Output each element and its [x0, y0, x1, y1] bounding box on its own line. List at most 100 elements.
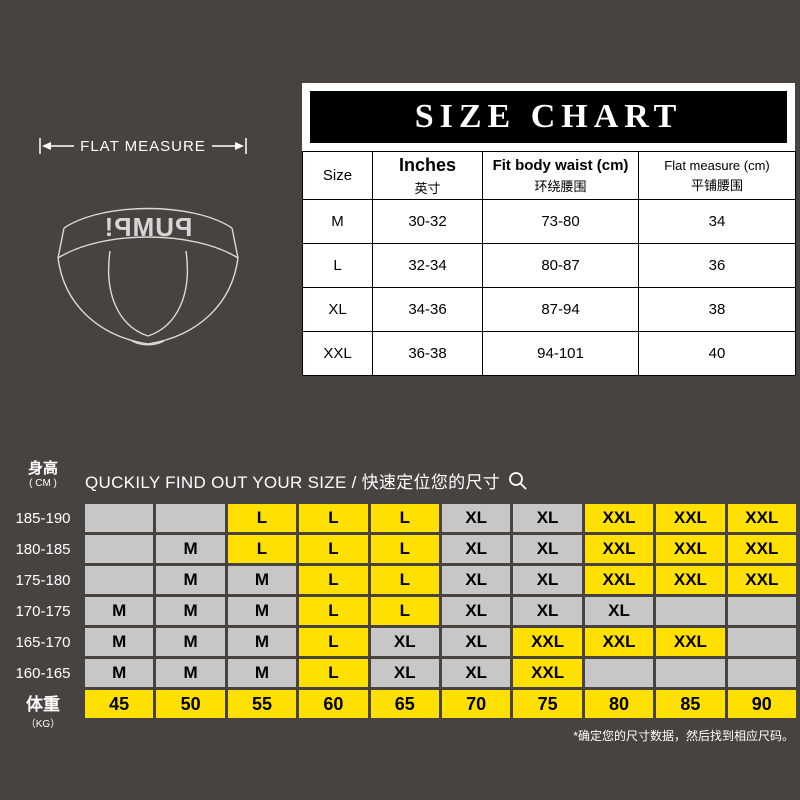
- size-cell: XXL: [584, 628, 654, 656]
- col-header-en: Inches: [398, 154, 457, 175]
- weight-axis-text: 体重: [26, 695, 60, 714]
- size-table-cell: 30-32: [372, 199, 483, 244]
- size-cell: XXL: [727, 566, 796, 594]
- size-cell: L: [299, 659, 368, 687]
- col-header-en: Fit body waist (cm): [492, 156, 629, 174]
- size-cell: XL: [442, 566, 511, 594]
- size-cell: L: [227, 535, 297, 563]
- height-label: 175-180: [15, 571, 71, 589]
- size-cell: M: [227, 566, 297, 594]
- weight-cell: 50: [156, 690, 225, 718]
- weight-cell: 45: [85, 690, 154, 718]
- weight-cell: 60: [299, 690, 368, 718]
- size-cell: L: [299, 535, 368, 563]
- size-cell: L: [299, 628, 368, 656]
- size-cell: XXL: [727, 535, 796, 563]
- size-cell: L: [227, 504, 297, 532]
- size-cell: XXL: [584, 566, 654, 594]
- size-table-col-header: Inches 英寸: [372, 151, 483, 200]
- size-cell: L: [370, 504, 439, 532]
- size-cell: M: [227, 659, 297, 687]
- finder-grid: L L L XL XL XXL XXL XXL M L L L XL XL XXL XXL XXL M M L L XL X…: [85, 504, 796, 718]
- size-cell: XXL: [513, 659, 582, 687]
- size-cell: L: [299, 566, 368, 594]
- size-chart-title: SIZE CHART: [310, 91, 787, 143]
- size-table-row: XXL 36-38 94-101 40: [302, 331, 796, 376]
- size-cell: L: [370, 597, 439, 625]
- search-icon: [509, 471, 527, 490]
- size-table-row: L 32-34 80-87 36: [302, 243, 796, 288]
- col-header-zh: 平铺腰围: [690, 177, 743, 193]
- size-cell: M: [227, 597, 297, 625]
- size-cell: L: [370, 566, 439, 594]
- size-cell: L: [299, 504, 368, 532]
- measure-arrow-icon: FLAT MEASURE: [39, 138, 247, 155]
- size-cell: M: [156, 597, 225, 625]
- size-table-cell: 34-36: [372, 287, 483, 332]
- height-labels: 185-190 180-185 175-180 170-175 165-170 160-1…: [4, 504, 82, 687]
- height-label: 185-190: [15, 509, 71, 527]
- weight-cell: 90: [727, 690, 796, 718]
- size-cell: M: [227, 628, 297, 656]
- height-label: 165-170: [15, 633, 71, 651]
- size-cell: XL: [442, 628, 511, 656]
- size-cell: XL: [513, 504, 582, 532]
- size-table-col-header: Size: [302, 151, 373, 200]
- size-cell: XXL: [513, 628, 582, 656]
- weight-axis-unit: （KG）: [25, 719, 61, 730]
- size-table-cell: 36: [638, 243, 796, 288]
- height-axis-label: 身高 ( CM ): [4, 457, 82, 489]
- size-cell: [85, 504, 154, 532]
- size-table-cell: XXL: [302, 331, 373, 376]
- size-cell: XXL: [656, 504, 725, 532]
- size-table-cell: L: [302, 243, 373, 288]
- size-table-cell: 38: [638, 287, 796, 332]
- size-cell: XXL: [656, 535, 725, 563]
- size-cell: XL: [584, 597, 654, 625]
- weight-cell: 80: [584, 690, 654, 718]
- size-cell: [727, 628, 796, 656]
- flat-measure-label: FLAT MEASURE: [80, 138, 206, 155]
- size-table-body: M 30-32 73-80 34 L 32-34 80-87 36 XL 34-36 87-94 38…: [302, 199, 796, 376]
- size-table-col-header: Flat measure (cm) 平铺腰围: [638, 151, 796, 200]
- size-cell: M: [85, 597, 154, 625]
- size-cell: M: [156, 659, 225, 687]
- height-label: 170-175: [15, 602, 71, 620]
- size-cell: M: [156, 535, 225, 563]
- size-table-cell: 34: [638, 199, 796, 244]
- size-table-cell: 87-94: [482, 287, 639, 332]
- size-cell: XL: [370, 628, 439, 656]
- size-cell: [656, 659, 725, 687]
- size-table-cell: XL: [302, 287, 373, 332]
- col-header-en: Size: [322, 167, 353, 184]
- size-table-col-header: Fit body waist (cm) 环绕腰围: [482, 151, 639, 200]
- size-cell: XL: [513, 566, 582, 594]
- weight-axis-label: 体重 （KG）: [4, 690, 82, 730]
- size-table-cell: M: [302, 199, 373, 244]
- size-table-cell: 40: [638, 331, 796, 376]
- size-table-cell: 94-101: [482, 331, 639, 376]
- size-cell: L: [299, 597, 368, 625]
- size-cell: [584, 659, 654, 687]
- size-cell: XL: [370, 659, 439, 687]
- size-table-cell: 36-38: [372, 331, 483, 376]
- size-cell: [85, 535, 154, 563]
- size-cell: XL: [442, 504, 511, 532]
- size-cell: [656, 597, 725, 625]
- briefs-illustration: PUMP!: [48, 178, 248, 355]
- flat-measure-label-group: FLAT MEASURE: [38, 136, 248, 161]
- brand-text-mirrored: PUMP!: [104, 212, 193, 242]
- size-table-row: M 30-32 73-80 34: [302, 199, 796, 244]
- size-cell: XXL: [656, 628, 725, 656]
- weight-cell: 65: [370, 690, 439, 718]
- size-chart-panel: SIZE CHART Size Inches 英寸 Fit body waist (c…: [302, 83, 796, 376]
- size-cell: [156, 504, 225, 532]
- col-header-zh: 英寸: [414, 180, 441, 196]
- size-table-cell: 32-34: [372, 243, 483, 288]
- size-chart-table: Size Inches 英寸 Fit body waist (cm) 环绕腰围 Flat …: [302, 151, 796, 376]
- size-cell: M: [85, 659, 154, 687]
- weight-cell: 85: [656, 690, 725, 718]
- finder-title: QUCKILY FIND OUT YOUR SIZE / 快速定位您的尺寸: [85, 473, 501, 492]
- size-cell: XL: [442, 535, 511, 563]
